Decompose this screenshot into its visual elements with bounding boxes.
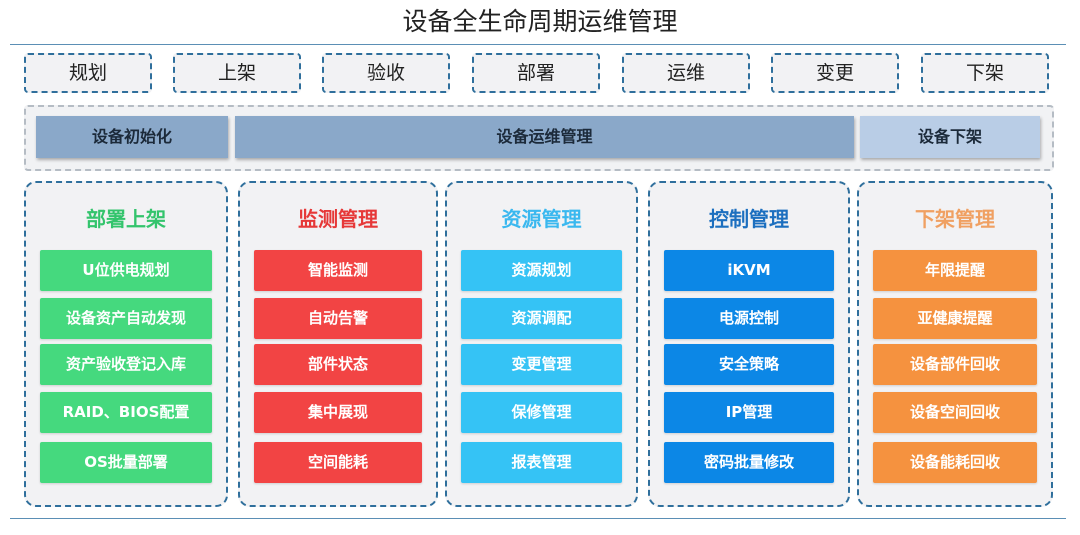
module-title: 部署上架 (86, 207, 166, 231)
module-title: 资源管理 (501, 207, 582, 231)
module-item: 自动告警 (254, 298, 422, 339)
module-item: 设备部件回收 (873, 344, 1037, 385)
phase-box: 运维 (622, 53, 750, 93)
module-title: 监测管理 (298, 207, 378, 231)
diagram-title: 设备全生命周期运维管理 (402, 7, 678, 36)
stage-initialization: 设备初始化 (36, 116, 228, 158)
module-item: RAID、BIOS配置 (40, 392, 212, 433)
module-item: OS批量部署 (40, 442, 212, 483)
module-column: 部署上架 U位供电规划 设备资产自动发现 资产验收登记入库 RAID、BIOS配置 OS批… (24, 181, 228, 507)
bottom-divider (10, 518, 1066, 519)
module-item: 电源控制 (664, 298, 834, 339)
phase-box: 变更 (771, 53, 899, 93)
module-item: 资源规划 (461, 250, 622, 291)
module-item: 安全策略 (664, 344, 834, 385)
module-item: 资源调配 (461, 298, 622, 339)
module-item: 空间能耗 (254, 442, 422, 483)
top-divider (10, 44, 1066, 45)
module-title: 控制管理 (709, 207, 789, 231)
module-item: 部件状态 (254, 344, 422, 385)
stage-operations: 设备运维管理 (235, 116, 854, 158)
phase-box: 验收 (322, 53, 450, 93)
module-item: 资产验收登记入库 (40, 344, 212, 385)
module-item: 设备资产自动发现 (40, 298, 212, 339)
module-item: 年限提醒 (873, 250, 1037, 291)
stage-decommission: 设备下架 (860, 116, 1040, 158)
module-item: 设备空间回收 (873, 392, 1037, 433)
module-item: 设备能耗回收 (873, 442, 1037, 483)
module-item: iKVM (664, 250, 834, 291)
module-item: 集中展现 (254, 392, 422, 433)
module-item: 智能监测 (254, 250, 422, 291)
module-item: 亚健康提醒 (873, 298, 1037, 339)
module-column: 下架管理年限提醒亚健康提醒设备部件回收 设备空间回收 设备能耗回收 (857, 181, 1053, 507)
phase-box: 规划 (24, 53, 152, 93)
module-title: 下架管理 (915, 207, 995, 231)
module-column: 控制管理 iKVM 电源控制安全策略 IP管理密码批量修改 (648, 181, 850, 507)
module-item: 保修管理 (461, 392, 622, 433)
phase-box: 上架 (173, 53, 301, 93)
phase-box: 下架 (921, 53, 1049, 93)
module-column: 监测管理智能监测自动告警部件状态集中展现空间能耗 (238, 181, 438, 507)
module-item: 密码批量修改 (664, 442, 834, 483)
phase-box: 部署 (472, 53, 600, 93)
module-item: 变更管理 (461, 344, 622, 385)
module-item: 报表管理 (461, 442, 622, 483)
module-item: U位供电规划 (40, 250, 212, 291)
module-column: 资源管理资源规划资源调配变更管理保修管理报表管理 (445, 181, 638, 507)
module-item: IP管理 (664, 392, 834, 433)
